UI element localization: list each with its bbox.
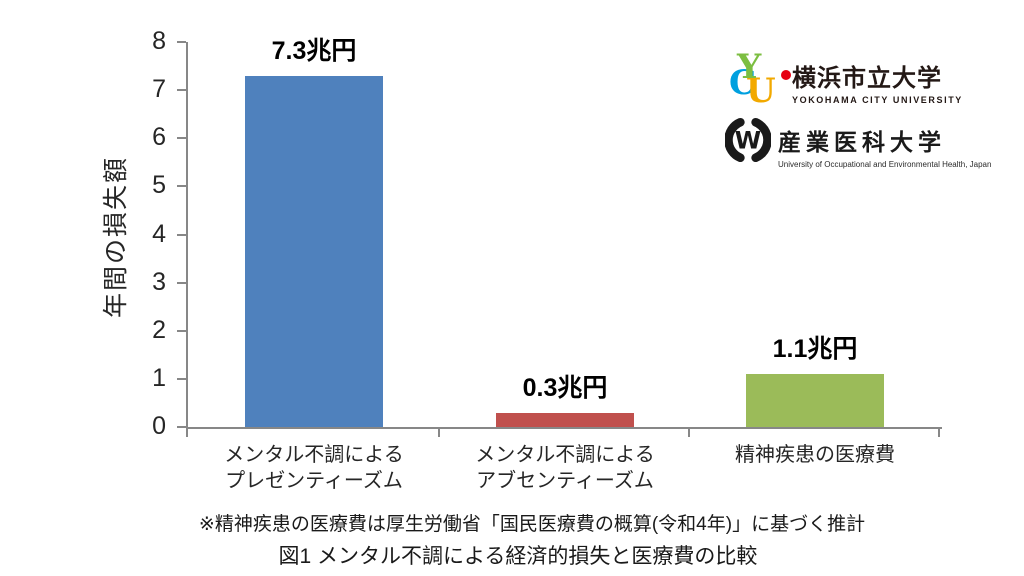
- y-tick-label: 0: [152, 412, 166, 440]
- y-tick-label: 1: [152, 363, 166, 392]
- ycu-name-en: YOKOHAMA CITY UNIVERSITY: [792, 95, 963, 105]
- ycu-logo: C U Y 横浜市立大学 YOKOHAMA CITY UNIVERSITY: [725, 47, 961, 111]
- y-tick-mark: [177, 89, 186, 92]
- y-tick-mark: [177, 185, 186, 188]
- category-label-line: 精神疾患の医療費: [735, 444, 895, 466]
- ycu-letter-u: U: [746, 71, 776, 106]
- y-tick-mark: [177, 281, 186, 284]
- bar-value-label: 1.1兆円: [772, 335, 858, 363]
- y-tick-label: 3: [152, 267, 166, 296]
- y-tick-label: 8: [152, 27, 166, 55]
- y-tick-mark: [177, 41, 186, 43]
- uoeh-logo-text: 産業医科大学 University of Occupational and En…: [778, 123, 991, 169]
- y-tick-mark: [177, 377, 186, 380]
- y-axis-line: [186, 42, 188, 429]
- y-tick-label: 2: [152, 315, 166, 344]
- bar: [245, 76, 383, 427]
- ycu-red-dot-icon: [781, 70, 791, 80]
- uoeh-emblem-icon: W: [724, 117, 772, 163]
- ycu-letter-c: C: [729, 63, 756, 103]
- x-tick-mark: [438, 427, 440, 437]
- uoeh-logo: W 産業医科大学 University of Occupational and …: [724, 117, 991, 169]
- category-label-line: メンタル不調による: [475, 444, 655, 466]
- y-tick-label: 7: [152, 75, 166, 104]
- bar: [746, 374, 884, 427]
- category-label-line: アブセンティーズム: [476, 470, 654, 492]
- y-tick-mark: [177, 329, 186, 332]
- uoeh-name-en: University of Occupational and Environme…: [778, 160, 992, 169]
- x-tick-mark: [186, 427, 188, 437]
- y-tick-mark: [177, 426, 186, 428]
- uoeh-name-ja: 産業医科大学: [778, 129, 946, 155]
- y-tick-mark: [177, 137, 186, 140]
- x-tick-mark: [688, 427, 690, 437]
- ycu-monogram-icon: C U Y: [729, 47, 791, 111]
- category-label: メンタル不調による プレゼンティーズム: [179, 442, 449, 494]
- ycu-letter-y: Y: [736, 50, 762, 87]
- y-tick-label: 5: [152, 171, 166, 200]
- bar-value-label: 7.3兆円: [271, 37, 357, 65]
- uoeh-emblem-letter: W: [735, 127, 761, 155]
- figure-footnote: ※精神疾患の医療費は厚生労働省「国民医療費の概算(令和4年)」に基づく推計: [198, 514, 866, 535]
- ycu-name-ja: 横浜市立大学: [792, 65, 942, 92]
- y-tick-label: 4: [152, 219, 166, 248]
- figure-caption: 図1 メンタル不調による経済的損失と医療費の比較: [278, 545, 758, 568]
- y-tick-label: 6: [152, 123, 166, 152]
- x-tick-mark: [938, 427, 940, 437]
- x-axis-line: [186, 427, 942, 429]
- category-label: 精神疾患の医療費: [680, 442, 950, 468]
- bar-value-label: 0.3兆円: [522, 374, 608, 402]
- category-label-line: プレゼンティーズム: [225, 470, 403, 492]
- bar: [496, 413, 634, 427]
- category-label: メンタル不調による アブセンティーズム: [430, 442, 700, 494]
- ycu-logo-text: 横浜市立大学 YOKOHAMA CITY UNIVERSITY: [792, 58, 963, 105]
- y-tick-mark: [177, 233, 186, 236]
- category-label-line: メンタル不調による: [224, 444, 404, 466]
